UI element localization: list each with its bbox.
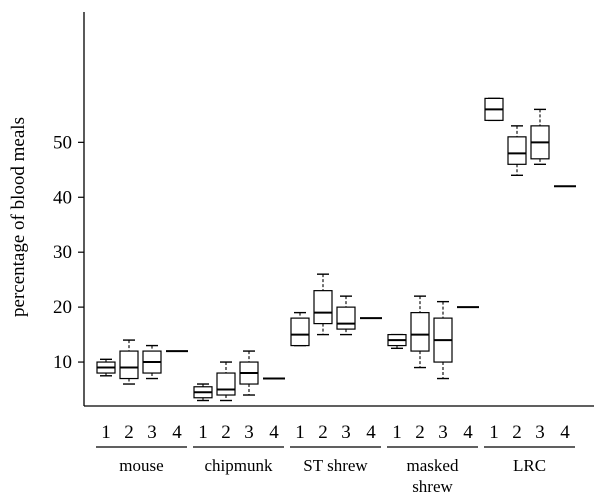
group-label: chipmunk <box>205 456 273 475</box>
group-label-line: LRC <box>513 456 546 475</box>
y-tick-label: 50 <box>53 132 72 153</box>
x-tick-label: 4 <box>366 422 376 443</box>
x-tick-label: 2 <box>221 422 231 443</box>
group-labels: mouse chipmunk ST shrew masked shrew LRC <box>96 446 575 496</box>
x-tick-label: 1 <box>198 422 208 443</box>
group-label: ST shrew <box>303 456 368 475</box>
axes <box>83 12 594 407</box>
box-iqr <box>336 306 356 330</box>
y-ticks: 10 20 30 40 50 <box>53 132 84 373</box>
x-tick-label: 2 <box>318 422 328 443</box>
box-iqr <box>313 290 333 325</box>
x-tick-label: 2 <box>415 422 425 443</box>
group-label: mouse <box>119 456 163 475</box>
x-tick-label: 2 <box>124 422 134 443</box>
box-iqr <box>507 136 527 165</box>
group-label-line: chipmunk <box>205 456 273 475</box>
x-tick-label: 3 <box>438 422 448 443</box>
box-iqr <box>216 372 236 396</box>
group-label-line: mouse <box>119 456 163 475</box>
x-tick-label: 4 <box>560 422 570 443</box>
group-label: LRC <box>513 456 546 475</box>
x-tick-label: 1 <box>101 422 111 443</box>
x-tick-label: 2 <box>512 422 522 443</box>
x-tick-label: 3 <box>147 422 157 443</box>
y-tick-label: 20 <box>53 297 72 318</box>
boxes <box>96 97 576 402</box>
x-tick-label: 4 <box>269 422 279 443</box>
y-tick-label: 40 <box>53 187 72 208</box>
group-label: masked shrew <box>407 456 459 496</box>
group-label-line: ST shrew <box>303 456 368 475</box>
x-tick-label: 1 <box>489 422 499 443</box>
box-iqr <box>410 312 430 352</box>
x-tick-label: 3 <box>535 422 545 443</box>
box-iqr <box>290 317 310 347</box>
group-label-line: shrew <box>412 477 453 496</box>
box-iqr <box>119 350 139 380</box>
x-tick-label: 3 <box>244 422 254 443</box>
group-label-line: masked <box>407 456 459 475</box>
x-tick-label: 1 <box>295 422 305 443</box>
y-axis-label: percentage of blood meals <box>8 117 29 317</box>
x-tick-label: 4 <box>172 422 182 443</box>
y-tick-label: 30 <box>53 242 72 263</box>
x-tick-label: 1 <box>392 422 402 443</box>
x-tick-label: 4 <box>463 422 473 443</box>
x-tick-label: 3 <box>341 422 351 443</box>
y-tick-label: 10 <box>53 352 72 373</box>
